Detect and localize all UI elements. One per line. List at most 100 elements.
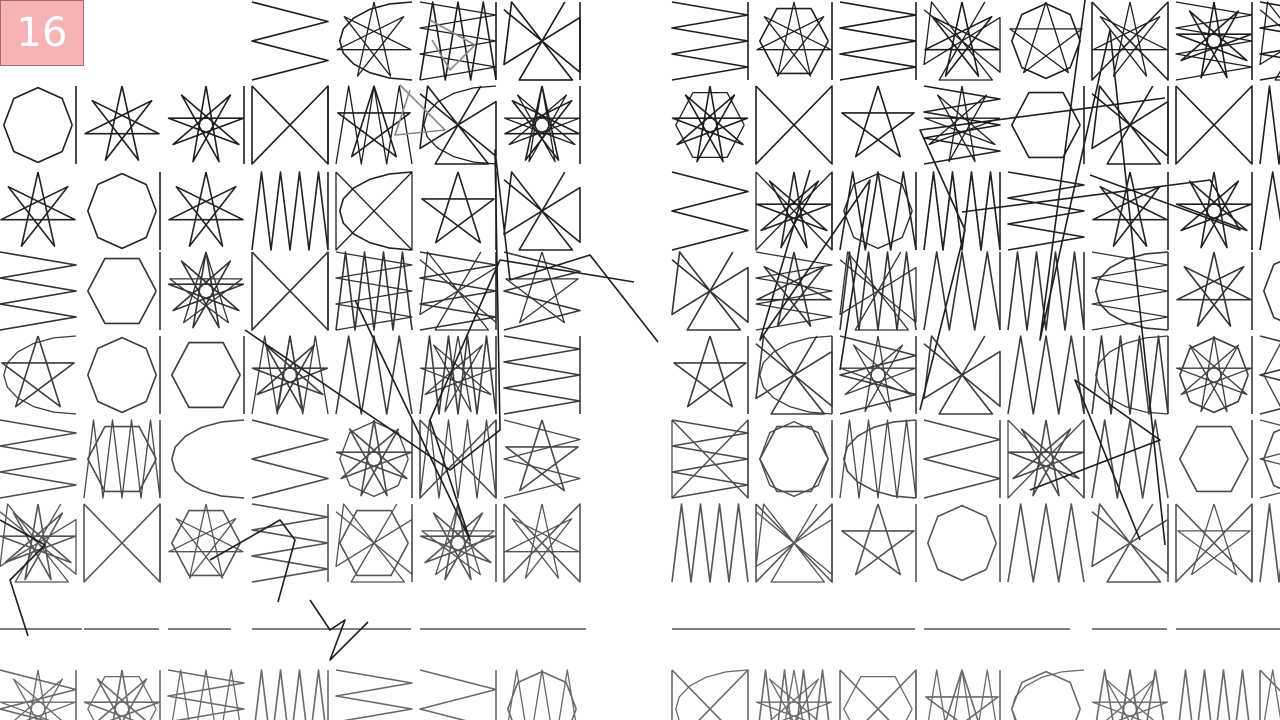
glyph-stroke	[507, 669, 577, 720]
glyph-stroke	[671, 1, 749, 81]
glyph-stroke	[335, 251, 413, 331]
glyph-stroke	[758, 7, 829, 75]
glyph-stroke	[1095, 669, 1165, 720]
glyph-stroke	[671, 251, 749, 331]
glyph-stroke	[839, 419, 917, 499]
scribble-stroke	[0, 519, 46, 637]
glyph-stroke	[335, 419, 413, 497]
glyph-stroke	[1092, 1, 1168, 77]
glyph-stroke	[1179, 336, 1249, 414]
glyph-stroke	[839, 171, 917, 251]
glyph-stroke	[171, 669, 241, 720]
glyph-stroke	[87, 257, 157, 325]
glyph-stroke	[843, 675, 913, 720]
glyph-stroke	[419, 335, 497, 413]
glyph-stroke	[1091, 251, 1169, 331]
scribble-stroke	[394, 84, 446, 136]
glyph-stroke	[254, 669, 326, 720]
glyph-stroke	[419, 669, 497, 720]
glyph-stroke	[87, 675, 157, 720]
scribble-stroke	[429, 19, 476, 71]
glyph-stroke	[87, 172, 157, 250]
glyph-stroke	[1091, 419, 1169, 499]
glyph-stroke	[335, 335, 413, 415]
glyph-stroke	[1095, 251, 1169, 331]
scribble-stroke	[759, 169, 871, 371]
glyph-stroke	[0, 503, 77, 583]
glyph-stroke	[923, 171, 1001, 251]
glyph-stroke	[419, 419, 497, 499]
glyph-stroke	[504, 503, 580, 579]
glyph-stroke	[923, 85, 1001, 165]
glyph-stroke	[1175, 1, 1253, 81]
scribble-stroke	[919, 97, 1166, 411]
scribble-stroke	[961, 174, 1241, 231]
scribble-stroke	[1029, 379, 1161, 541]
glyph-stroke	[505, 251, 579, 324]
glyph-stroke	[251, 335, 329, 413]
glyph-stroke	[0, 669, 77, 720]
glyph-stroke	[84, 85, 160, 161]
glyph-stroke	[251, 335, 329, 415]
scribble-stroke	[209, 519, 296, 603]
glyph-stroke	[923, 335, 1001, 415]
glyph-stroke	[167, 251, 245, 329]
glyph-stroke	[87, 425, 157, 493]
glyph-stroke	[251, 171, 329, 251]
glyph-stroke	[338, 171, 413, 251]
glyph-stroke	[1007, 503, 1085, 583]
glyph-stroke	[83, 669, 161, 720]
glyph-stroke	[1010, 2, 1081, 80]
glyph-stroke	[83, 503, 161, 583]
glyph-stroke	[171, 419, 245, 499]
glyph-stroke	[841, 503, 915, 576]
glyph-stroke	[503, 335, 581, 415]
glyph-stroke	[1007, 171, 1085, 251]
glyph-stroke	[3, 335, 77, 415]
glyph-stroke	[842, 419, 917, 499]
glyph-stroke	[671, 419, 749, 499]
glyph-stroke	[335, 85, 413, 165]
glyph-stroke	[251, 503, 329, 583]
glyph-stroke	[756, 1, 832, 77]
glyph-stroke	[675, 669, 749, 720]
glyph-stroke	[1091, 85, 1169, 165]
glyph-stroke	[421, 171, 495, 244]
glyph-stroke	[1, 335, 75, 408]
glyph-stroke	[423, 85, 497, 165]
glyph-stroke	[927, 669, 997, 720]
glyph-stroke	[338, 1, 413, 81]
glyph-stroke	[1175, 503, 1253, 583]
glyph-stroke	[923, 419, 1001, 499]
glyph-stroke	[0, 419, 77, 499]
glyph-stroke	[1259, 171, 1280, 251]
glyph-stroke	[419, 335, 497, 415]
glyph-stroke	[168, 171, 244, 247]
glyph-stroke	[1011, 669, 1085, 720]
glyph-stroke	[419, 503, 497, 581]
glyph-stroke	[839, 335, 917, 413]
glyph-stroke	[1091, 335, 1169, 415]
glyph-stroke	[506, 670, 577, 720]
glyph-stroke	[0, 669, 77, 720]
glyph-stroke	[251, 419, 329, 499]
glyph-stroke	[1176, 251, 1252, 327]
glyph-stroke	[503, 419, 581, 499]
glyph-stroke	[1259, 85, 1280, 165]
glyph-stroke	[755, 171, 833, 249]
glyph-stroke	[755, 85, 833, 165]
glyph-stroke	[251, 85, 329, 165]
glyph-stroke	[756, 251, 832, 327]
glyph-stroke	[1178, 669, 1250, 720]
glyph-stroke	[926, 504, 997, 582]
glyph-stroke	[755, 251, 833, 331]
glyph-stroke	[419, 85, 497, 165]
glyph-stroke	[1091, 1, 1169, 81]
glyph-stroke	[1009, 1, 1083, 74]
glyph-stroke	[839, 1, 917, 81]
glyph-stroke	[1259, 503, 1280, 583]
glyph-stroke	[1263, 342, 1280, 408]
glyph-stroke	[1259, 335, 1280, 415]
glyph-stroke	[1092, 171, 1168, 247]
